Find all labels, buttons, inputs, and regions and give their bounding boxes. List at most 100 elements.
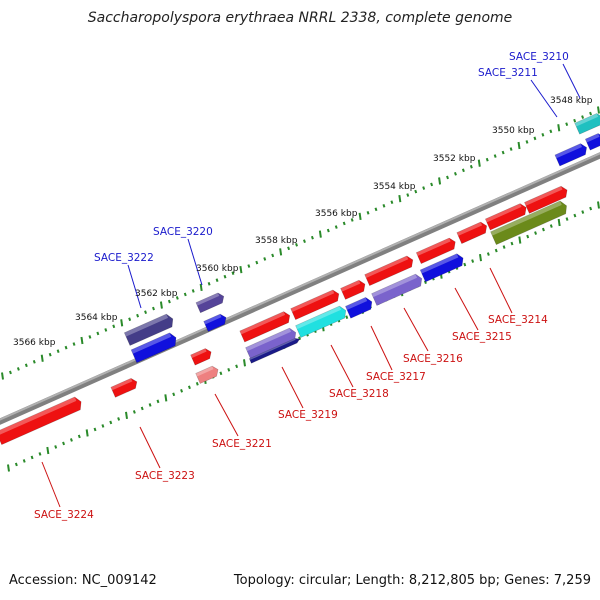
- gene-label: SACE_3222: [94, 252, 154, 264]
- minor-tick: [573, 213, 577, 218]
- leader-line: [281, 366, 304, 409]
- gene-label: SACE_3219: [278, 409, 338, 421]
- genome-backbone-highlight: [0, 152, 600, 421]
- minor-tick: [549, 224, 553, 228]
- minor-tick: [549, 129, 553, 134]
- major-tick: [125, 411, 128, 420]
- minor-tick: [48, 352, 52, 357]
- minor-tick: [589, 111, 593, 116]
- gene-label: SACE_3216: [403, 353, 463, 365]
- minor-tick: [255, 260, 259, 265]
- minor-tick: [16, 367, 20, 371]
- major-tick: [597, 106, 600, 114]
- minor-tick: [32, 359, 36, 364]
- kbp-label: 3558 kbp: [255, 236, 298, 246]
- major-tick: [7, 464, 10, 472]
- gene-label: SACE_3218: [329, 388, 389, 400]
- minor-tick: [140, 406, 144, 411]
- minor-tick: [493, 154, 497, 158]
- gene-feature: [195, 292, 225, 314]
- leader-line: [214, 393, 239, 437]
- gene-feature: [239, 311, 291, 343]
- kbp-label: 3552 kbp: [433, 154, 476, 164]
- major-tick: [477, 159, 481, 167]
- minor-tick: [104, 328, 108, 332]
- major-tick: [80, 336, 84, 345]
- minor-tick: [72, 342, 76, 346]
- major-tick: [85, 429, 89, 437]
- minor-tick: [541, 133, 545, 137]
- minor-tick: [183, 292, 187, 297]
- minor-tick: [382, 203, 386, 208]
- minor-tick: [374, 207, 378, 212]
- minor-tick: [446, 175, 449, 180]
- major-tick: [398, 195, 402, 203]
- major-tick: [199, 283, 203, 291]
- minor-tick: [589, 206, 593, 211]
- minor-tick: [414, 189, 418, 194]
- minor-tick: [263, 257, 267, 261]
- kbp-label: 3564 kbp: [75, 313, 118, 323]
- kbp-label: 3554 kbp: [373, 182, 416, 192]
- minor-tick: [231, 271, 235, 275]
- minor-tick: [109, 420, 113, 425]
- accession-label: Accession: NC_009142: [9, 573, 157, 588]
- gene-feature: [340, 279, 366, 300]
- major-tick: [159, 301, 163, 309]
- gene-label: SACE_3217: [366, 371, 426, 383]
- gene-label: SACE_3220: [153, 226, 213, 238]
- kbp-label: 3550 kbp: [492, 126, 535, 136]
- gene-feature: [203, 313, 227, 332]
- leader-line: [330, 344, 354, 388]
- major-tick: [40, 354, 44, 362]
- gene-label: SACE_3211: [478, 67, 538, 79]
- minor-tick: [101, 424, 105, 428]
- minor-tick: [56, 349, 60, 353]
- major-tick: [479, 253, 482, 262]
- minor-tick: [310, 235, 314, 240]
- minor-tick: [390, 200, 394, 205]
- leader-line: [41, 461, 61, 508]
- minor-tick: [207, 281, 211, 286]
- leader-line: [562, 63, 581, 99]
- leader-line: [489, 267, 513, 314]
- gene-feature: [295, 305, 347, 338]
- genome-backbone: [0, 152, 600, 425]
- minor-tick: [471, 259, 475, 263]
- minor-tick: [298, 336, 302, 341]
- minor-tick: [565, 122, 569, 127]
- leader-line: [139, 426, 161, 469]
- minor-tick: [366, 211, 370, 215]
- minor-tick: [423, 280, 427, 284]
- major-tick: [358, 212, 362, 221]
- minor-tick: [215, 278, 219, 283]
- minor-tick: [88, 335, 92, 339]
- minor-tick: [77, 434, 81, 439]
- minor-tick: [172, 392, 176, 397]
- gene-feature: [490, 200, 567, 246]
- kbp-scale-labels: 3548 kbp 3550 kbp 3552 kbp 3554 kbp 3556 kbp…: [13, 96, 593, 348]
- major-tick: [557, 124, 561, 132]
- minor-tick: [494, 248, 498, 253]
- minor-tick: [187, 385, 191, 390]
- minor-tick: [195, 382, 199, 386]
- minor-tick: [271, 253, 275, 258]
- minor-tick: [223, 274, 227, 279]
- major-tick: [518, 236, 522, 244]
- minor-tick: [581, 210, 585, 214]
- minor-tick: [24, 363, 28, 368]
- minor-tick: [93, 427, 97, 432]
- leader-line: [127, 264, 142, 309]
- gene-feature: [248, 338, 301, 364]
- minor-tick: [175, 296, 179, 300]
- minor-tick: [22, 459, 26, 463]
- gene-feature: [0, 396, 82, 446]
- outer-tick-ring: [1, 106, 600, 380]
- major-tick: [517, 141, 521, 150]
- minor-tick: [342, 221, 346, 226]
- minor-tick: [541, 227, 545, 232]
- minor-tick: [430, 182, 434, 187]
- minor-tick: [156, 399, 160, 404]
